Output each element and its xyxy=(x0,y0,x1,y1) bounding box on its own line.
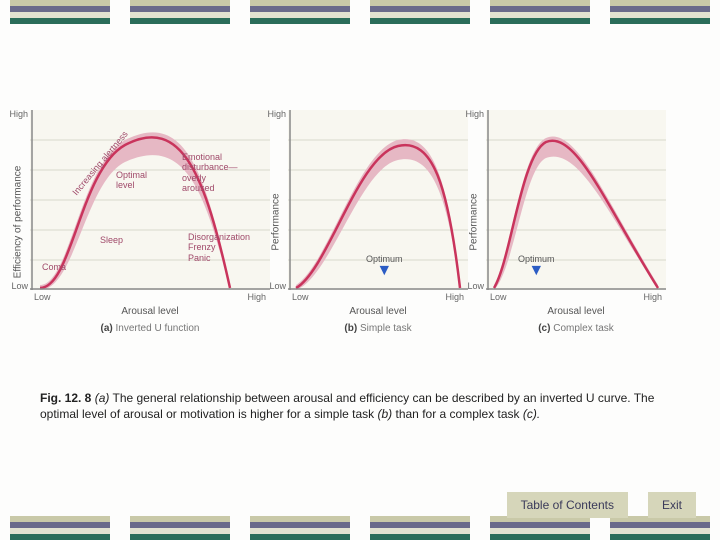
bottom-stripes xyxy=(0,516,720,540)
chart-a-xlabel: Arousal level xyxy=(30,306,270,317)
chart-c-xtick-high: High xyxy=(643,292,662,302)
chart-a-ytick-low: Low xyxy=(11,281,28,291)
top-stripes xyxy=(0,0,720,24)
chart-b-ylabel: Performance xyxy=(271,193,282,250)
chart-a: Efficiency of performance High Low Incre… xyxy=(30,110,270,334)
chart-b-xtick-low: Low xyxy=(292,292,309,302)
chart-a-plot xyxy=(30,110,270,290)
chart-c: Performance High Low Optimum ▼ Low High … xyxy=(486,110,666,334)
chart-b-xtick-high: High xyxy=(445,292,464,302)
chart-c-ytick-high: High xyxy=(465,109,484,119)
chart-c-ylabel: Performance xyxy=(469,193,480,250)
nav-buttons: Table of Contents Exit xyxy=(507,492,696,518)
chart-b-plot xyxy=(288,110,468,290)
chart-a-ytick-high: High xyxy=(9,109,28,119)
chart-b-ytick-low: Low xyxy=(269,281,286,291)
chart-b-subcaption: (b) Simple task xyxy=(288,323,468,334)
chart-c-plot xyxy=(486,110,666,290)
chart-a-xtick-high: High xyxy=(247,292,266,302)
exit-button[interactable]: Exit xyxy=(648,492,696,518)
chart-b-xlabel: Arousal level xyxy=(288,306,468,317)
chart-b: Performance High Low Optimum ▼ Low High … xyxy=(288,110,468,334)
figure-caption: Fig. 12. 8 (a) The general relationship … xyxy=(40,390,680,422)
chart-row: Efficiency of performance High Low Incre… xyxy=(30,110,666,334)
chart-a-ylabel: Efficiency of performance xyxy=(13,166,24,279)
chart-a-xtick-low: Low xyxy=(34,292,51,302)
toc-button[interactable]: Table of Contents xyxy=(507,492,628,518)
chart-c-xlabel: Arousal level xyxy=(486,306,666,317)
chart-b-ytick-high: High xyxy=(267,109,286,119)
chart-c-xtick-low: Low xyxy=(490,292,507,302)
chart-c-subcaption: (c) Complex task xyxy=(486,323,666,334)
chart-c-ytick-low: Low xyxy=(467,281,484,291)
chart-a-subcaption: (a) Inverted U function xyxy=(30,323,270,334)
